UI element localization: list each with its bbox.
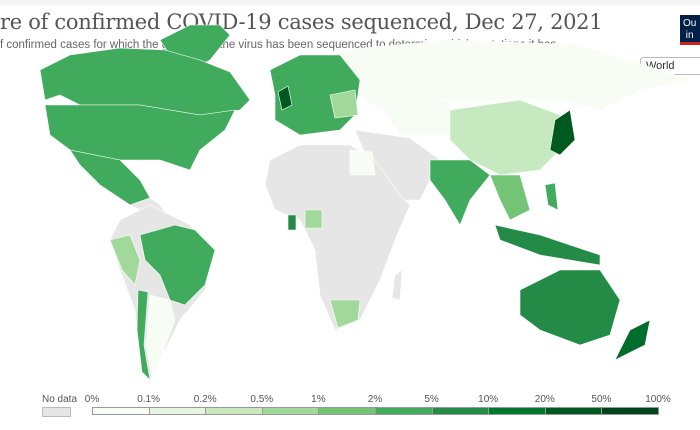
country-nigeria[interactable]	[304, 209, 323, 229]
country-philippines[interactable]	[544, 182, 559, 211]
country-australia[interactable]	[519, 269, 621, 346]
country-uk[interactable]	[277, 85, 293, 111]
legend-bin[interactable]	[488, 407, 546, 415]
no-data-swatch[interactable]	[42, 407, 71, 417]
country-new-zealand[interactable]	[614, 319, 651, 361]
country-ghana[interactable]	[287, 214, 297, 231]
legend-bin[interactable]	[318, 407, 376, 415]
legend-bin[interactable]	[601, 407, 659, 415]
country-kazakhstan[interactable]	[379, 99, 451, 136]
legend-tick-label: 10%	[478, 394, 499, 405]
country-chile[interactable]	[136, 289, 151, 381]
legend-tick-label: 20%	[534, 394, 555, 405]
country-usa[interactable]	[44, 104, 236, 171]
legend-tick-label: 1%	[311, 394, 326, 405]
legend-tick-label: 0.1%	[137, 394, 160, 405]
chart-title: re of confirmed COVID-19 cases sequenced…	[0, 10, 603, 34]
legend-tick-label: 0.5%	[250, 394, 274, 405]
legend-tick-label: 100%	[645, 394, 671, 405]
legend-tick-label: 0%	[84, 394, 100, 405]
country-russia[interactable]	[339, 39, 692, 111]
owid-logo[interactable]: Ou in	[680, 15, 700, 45]
country-brazil[interactable]	[139, 224, 216, 306]
no-data-label: No data	[42, 394, 78, 405]
legend-tick-label: 5%	[424, 394, 439, 405]
country-south-africa[interactable]	[329, 299, 361, 329]
world-map	[39, 24, 692, 381]
country-japan[interactable]	[549, 109, 576, 156]
region-southeast-asia[interactable]	[489, 174, 531, 221]
legend-bin[interactable]	[375, 407, 433, 415]
legend-bin[interactable]	[261, 407, 320, 415]
color-legend: No data 0% 0.1% 0.2% 0.5% 1% 2% 5% 10% 20% 50% 100…	[0, 390, 700, 430]
country-peru[interactable]	[109, 234, 141, 286]
legend-bin[interactable]	[205, 407, 263, 415]
legend-bin[interactable]	[431, 407, 490, 415]
country-india[interactable]	[429, 159, 491, 226]
country-canada[interactable]	[39, 47, 251, 116]
top-bar	[0, 0, 700, 5]
country-egypt[interactable]	[349, 149, 376, 176]
country-indonesia[interactable]	[494, 224, 601, 266]
legend-bin[interactable]	[544, 407, 603, 415]
legend-tick-label: 0.2%	[193, 394, 217, 405]
region-eastern-europe[interactable]	[329, 89, 359, 119]
legend-bin[interactable]	[148, 407, 207, 415]
country-argentina[interactable]	[145, 294, 176, 380]
legend-tick-label: 50%	[591, 394, 612, 405]
legend-bin[interactable]	[92, 407, 150, 415]
country-madagascar[interactable]	[391, 269, 403, 301]
legend-tick-label: 2%	[367, 394, 383, 405]
country-china[interactable]	[449, 99, 561, 176]
